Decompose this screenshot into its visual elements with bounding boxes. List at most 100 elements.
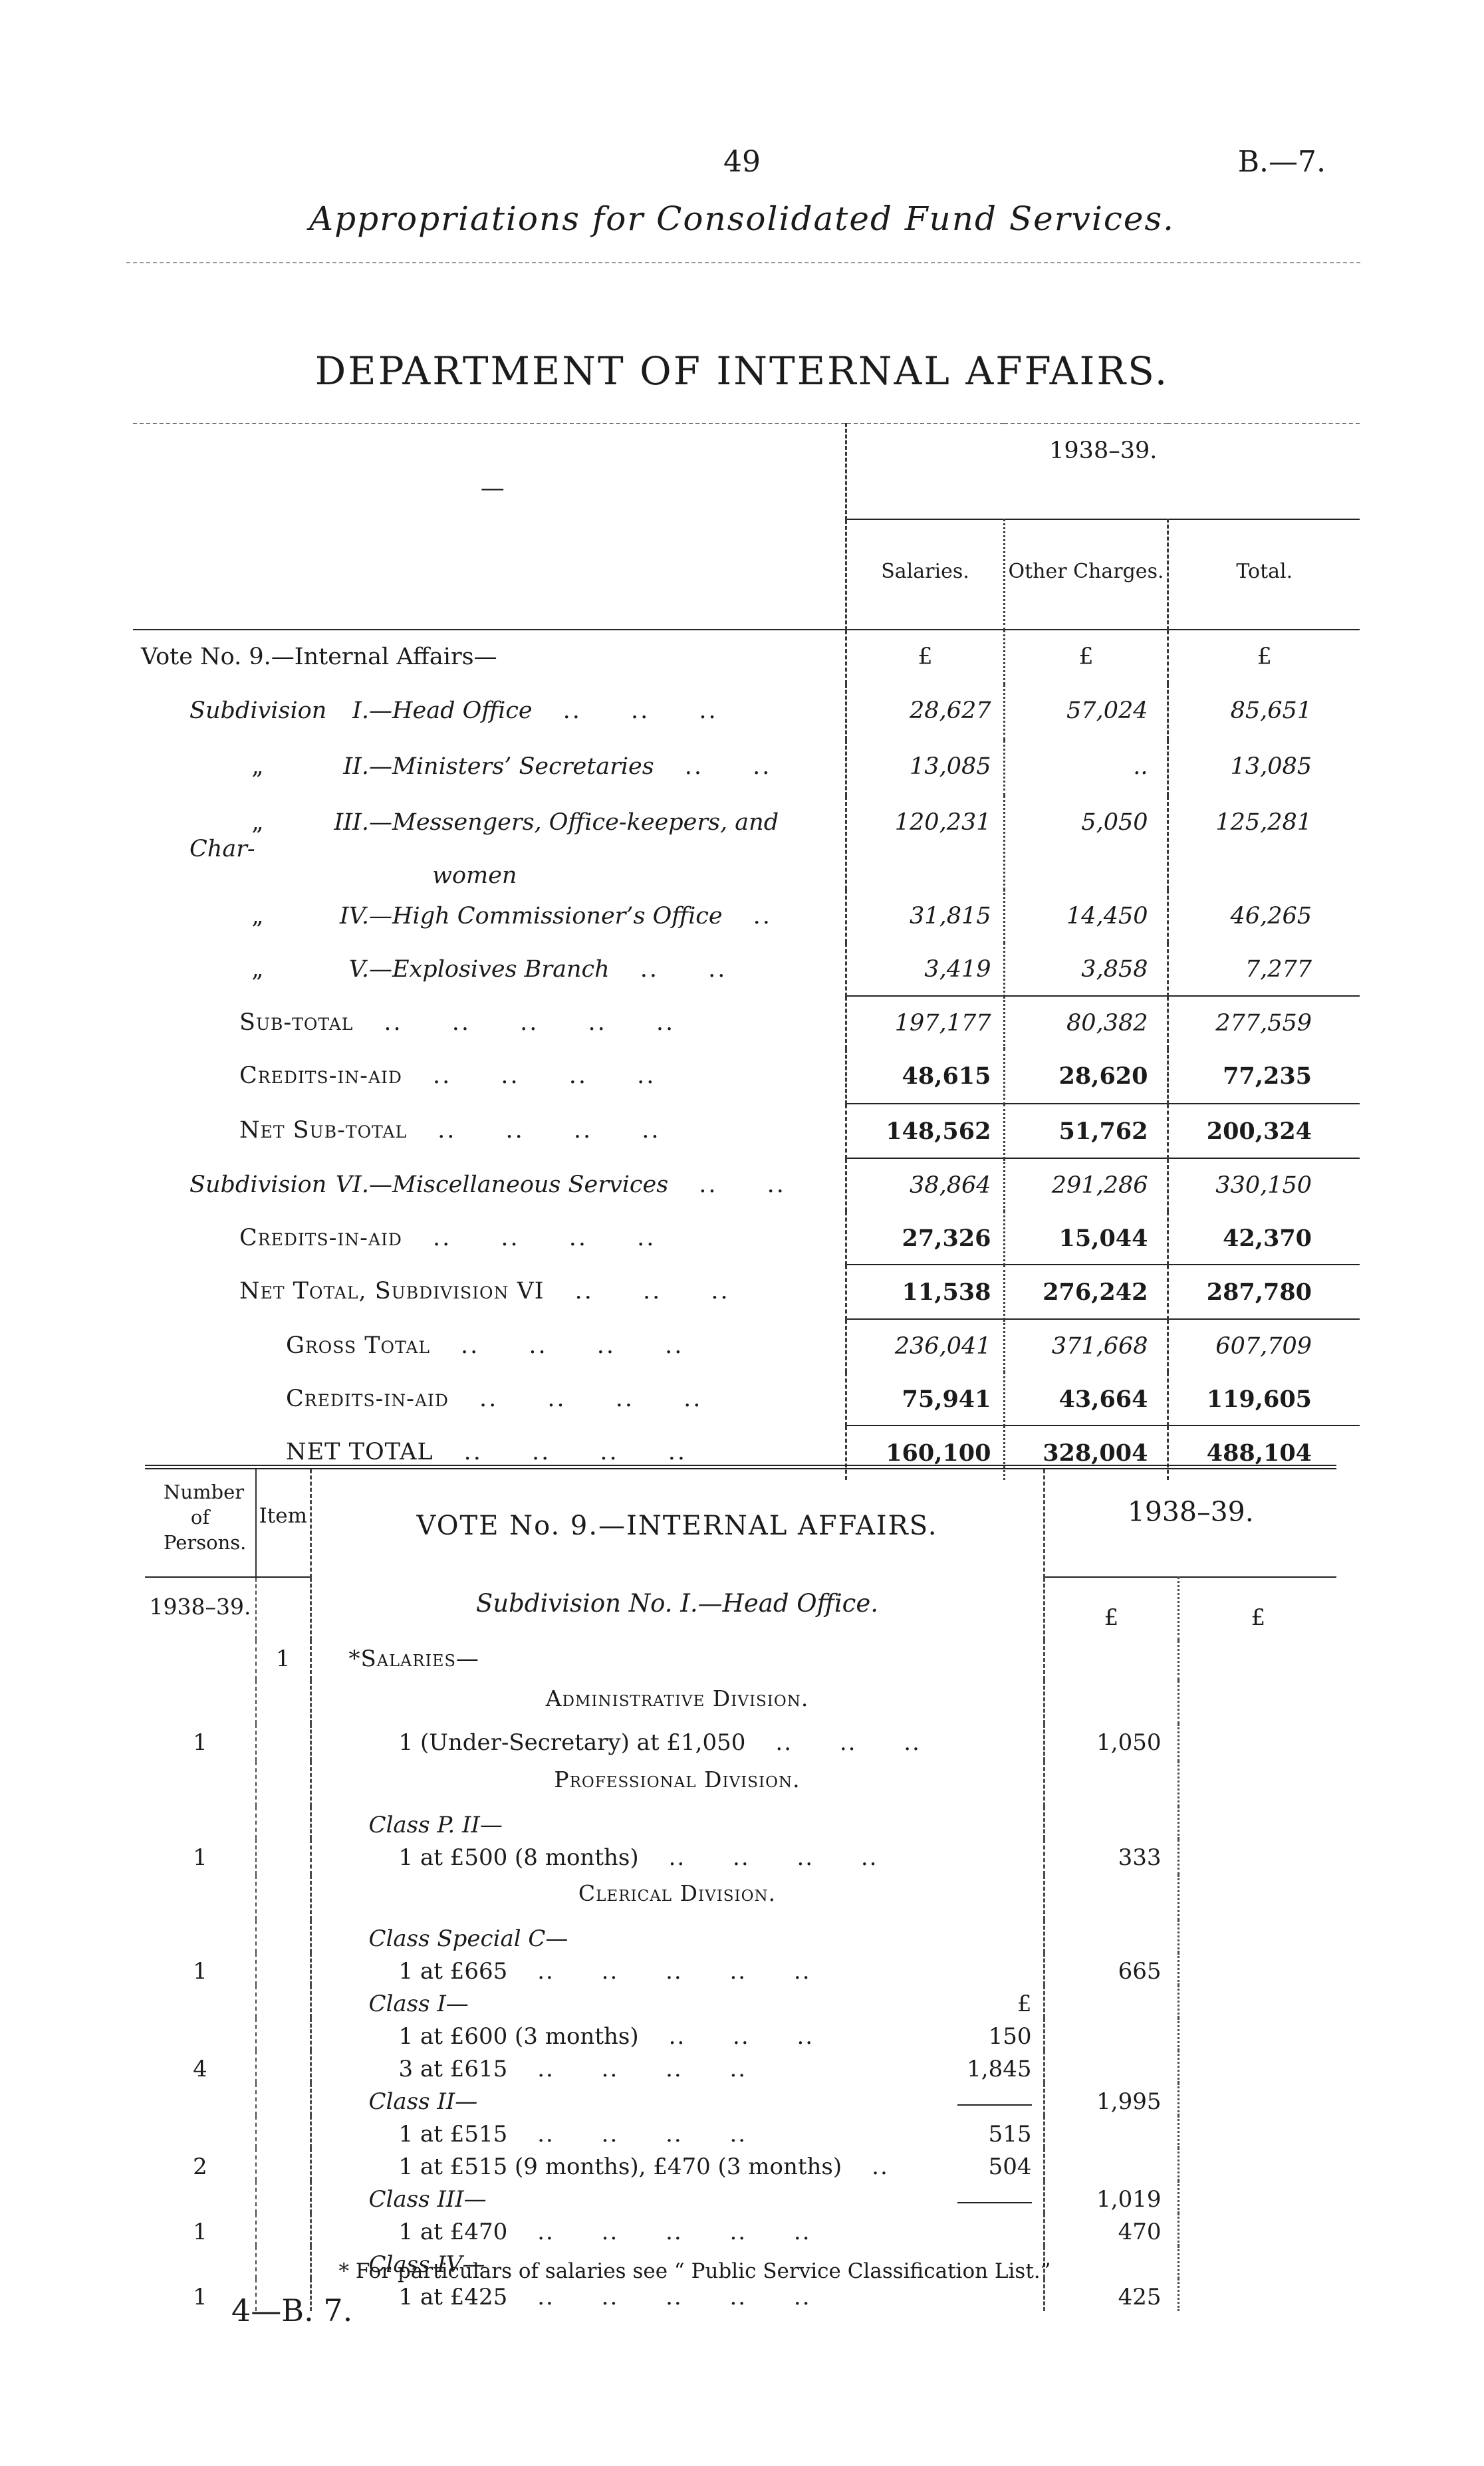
amount-value: 470 (1043, 2213, 1178, 2246)
class-heading-row: Class Special C— (145, 1919, 1337, 1953)
salaries-value: 48,615 (844, 1049, 1004, 1104)
detail-header-row: Number of Persons. Item VOTE No. 9.—INTE… (145, 1467, 1337, 1578)
leader-dots: .. .. .. .. (432, 1062, 656, 1089)
amount-value: 425 (1043, 2278, 1178, 2311)
salaries-value: 75,941 (844, 1372, 1004, 1425)
row-label: Head Office (392, 697, 533, 724)
salary-item-row: 1 1 at £425 .. .. .. .. .. 425 (145, 2278, 1337, 2311)
entry-description: 1 at £470 (398, 2218, 508, 2245)
persons-count: 2 (193, 2153, 207, 2180)
persons-count: 4 (193, 2055, 207, 2082)
salaries-value: 13,085 (844, 740, 1004, 796)
division-heading-row: Professional Division. (145, 1761, 1337, 1806)
salaries-value: 31,815 (844, 890, 1004, 943)
amount-value: 1,019 (1043, 2180, 1178, 2213)
division-heading: Clerical Division. (578, 1880, 777, 1906)
subdivision-heading: Subdivision No. I.—Head Office. (309, 1576, 1044, 1640)
salaries-heading-row: 1 *Salaries— (145, 1640, 1337, 1680)
currency-sign: £ (1166, 630, 1360, 684)
currency-sign: £ (1043, 1576, 1178, 1640)
row-label: Credits-in-aid (286, 1386, 449, 1412)
footnote: * For particulars of salaries see “ Publ… (338, 2259, 1051, 2283)
salary-item-row: 1 1 at £470 .. .. .. .. .. 470 (145, 2213, 1337, 2246)
detail-subheader-row: 1938–39. Subdivision No. I.—Head Office.… (145, 1576, 1337, 1640)
division-heading-row: Clerical Division. (145, 1874, 1337, 1920)
total-value: 7,277 (1166, 943, 1360, 996)
row-prefix: Subdivision (189, 1171, 327, 1198)
class-label: Class Special C— (368, 1925, 568, 1952)
leader-dots: .. .. .. .. .. (537, 2283, 811, 2310)
inner-amount: 515 (988, 2120, 1032, 2148)
entry-description: 1 at £515 (398, 2120, 508, 2148)
row-label: Explosives Branch (392, 956, 610, 983)
inner-amount: 150 (988, 2023, 1032, 2050)
year-header: 1938–39. (844, 424, 1360, 520)
column-header-total: Total. (1166, 519, 1360, 630)
row-label: High Commissioner’s Office (392, 903, 723, 929)
total-value: 277,559 (1166, 995, 1360, 1049)
total-value: 42,370 (1166, 1211, 1360, 1265)
persons-count: 1 (193, 1844, 207, 1871)
salaries-value: 28,627 (844, 684, 1004, 740)
leader-dots: .. .. .. .. .. (537, 2218, 811, 2245)
total-value: 77,235 (1166, 1049, 1360, 1104)
leader-dots: .. .. .. .. .. (384, 1009, 676, 1036)
leader-dots: .. (872, 2153, 889, 2180)
ditto-mark: „ (251, 903, 264, 929)
row-numeral: I.— (352, 697, 392, 724)
other-charges-value: 371,668 (1003, 1318, 1168, 1372)
detail-table: Number of Persons. Item VOTE No. 9.—INTE… (145, 1465, 1337, 2311)
item-column-header: Item (255, 1467, 310, 1578)
entry-description: 1 at £600 (3 months) (398, 2023, 639, 2050)
salaries-value: 197,177 (844, 995, 1004, 1049)
salary-item-row: 1 1 at £500 (8 months) .. .. .. .. 333 (145, 1838, 1337, 1875)
salaries-value: 27,326 (844, 1211, 1004, 1265)
detail-table-section: Number of Persons. Item VOTE No. 9.—INTE… (145, 1465, 1337, 2311)
ditto-mark: „ (251, 809, 264, 836)
year-header: 1938–39. (1043, 1467, 1337, 1578)
leader-dots: .. .. .. .. (537, 2055, 747, 2082)
salary-item-row: 1 at £600 (3 months) .. .. .. 150 (145, 2017, 1337, 2050)
credits-row: Credits-in-aid.. .. .. .. 27,326 15,044 … (133, 1211, 1360, 1265)
leader-dots: .. .. .. .. (537, 2120, 747, 2148)
sum-rule (957, 2201, 1032, 2203)
summary-table: — 1938–39. Salaries. Other Charges. Tota… (133, 423, 1360, 1480)
entry-description: 1 at £425 (398, 2283, 508, 2310)
persons-column-header: Number of Persons. (164, 1481, 247, 1554)
leader-dots: .. .. .. .. (668, 1844, 878, 1871)
persons-year: 1938–39. (149, 1593, 251, 1620)
entry-description: 3 at £615 (398, 2055, 508, 2082)
total-value: 330,150 (1166, 1158, 1360, 1211)
row-label: Credits-in-aid (239, 1225, 402, 1251)
total-value: 607,709 (1166, 1318, 1360, 1372)
total-value: 200,324 (1166, 1103, 1360, 1158)
leader-dots: .. .. .. (562, 697, 718, 724)
inner-currency-sign: £ (1017, 1990, 1032, 2017)
salary-item-row: 1 1 (Under-Secretary) at £1,050.. .. .. … (145, 1723, 1337, 1761)
running-title: Appropriations for Consolidated Fund Ser… (309, 199, 1175, 238)
total-value: 287,780 (1166, 1264, 1360, 1319)
persons-count: 1 (193, 2218, 207, 2245)
class-heading-row: Class I— £ (145, 1985, 1337, 2018)
leader-dots: .. .. .. .. (463, 1439, 687, 1465)
row-label: Miscellaneous Services (392, 1171, 669, 1198)
total-value: 85,651 (1166, 684, 1360, 740)
other-charges-value: 15,044 (1003, 1211, 1168, 1265)
salary-item-row: 2 1 at £515 (9 months), £470 (3 months).… (145, 2148, 1337, 2181)
row-numeral: III.— (334, 809, 392, 836)
ditto-mark: „ (251, 956, 264, 983)
other-charges-value: 14,450 (1003, 890, 1168, 943)
row-label: Credits-in-aid (239, 1062, 402, 1089)
salaries-value: 120,231 (844, 796, 1004, 890)
gross-total-row: Gross Total .. .. .. .. 236,041 371,668 6… (133, 1318, 1360, 1372)
net-total-subdivision-row: Net Total, Subdivision VI .. .. .. 11,538… (133, 1264, 1360, 1319)
total-value: 125,281 (1166, 796, 1360, 890)
row-label: Net Total, Subdivision VI (239, 1278, 545, 1304)
class-label: Class II— (368, 2088, 478, 2115)
leader-dots: .. .. .. .. (432, 1225, 656, 1251)
other-charges-value: 80,382 (1003, 995, 1168, 1049)
page-number: 49 (723, 145, 761, 179)
total-value: 46,265 (1166, 890, 1360, 943)
salaries-value: 148,562 (844, 1103, 1004, 1158)
